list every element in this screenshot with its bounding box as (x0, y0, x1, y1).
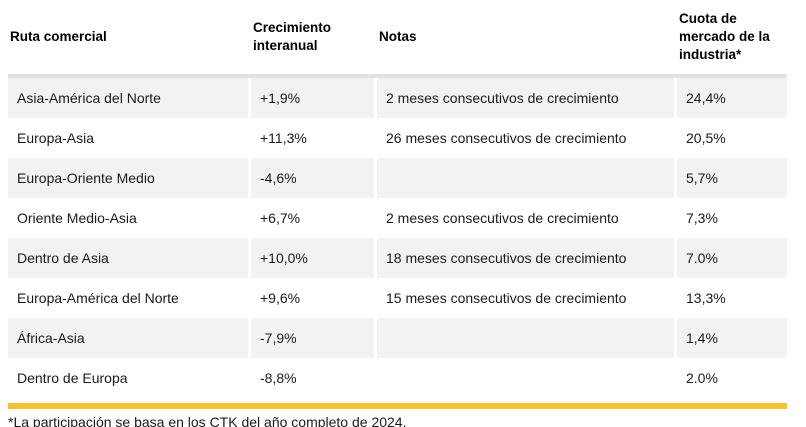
cell-notes (377, 158, 674, 198)
footnote: *La participación se basa en los CTK del… (8, 414, 407, 427)
table-row: Europa-América del Norte +9,6% 15 meses … (8, 278, 787, 318)
cell-notes: 2 meses consecutivos de crecimiento (377, 78, 674, 118)
table-row: Dentro de Europa -8,8% 2.0% (8, 358, 787, 398)
cell-notes: 2 meses consecutivos de crecimiento (386, 210, 619, 226)
cell-notes (377, 358, 674, 398)
cell-growth: +1,9% (251, 78, 374, 118)
cell-route: Dentro de Asia (8, 238, 248, 278)
header-divider (8, 74, 787, 78)
cell-route: Asia-América del Norte (8, 78, 248, 118)
cell-growth: +9,6% (260, 290, 301, 306)
trade-routes-table: Ruta comercial Crecimiento interanual No… (8, 0, 787, 398)
table-header-row: Ruta comercial Crecimiento interanual No… (8, 0, 787, 74)
table-row: Dentro de Asia +10,0% 18 meses consecuti… (8, 238, 787, 278)
cell-notes: 18 meses consecutivos de crecimiento (377, 238, 674, 278)
cell-notes (377, 318, 674, 358)
cell-route: Dentro de Europa (17, 370, 128, 386)
column-header-route: Ruta comercial (10, 29, 107, 45)
cell-growth: +11,3% (260, 130, 307, 146)
cell-route: Europa-Asia (17, 130, 95, 146)
cell-notes: 15 meses consecutivos de crecimiento (386, 290, 627, 306)
cell-share: 13,3% (686, 290, 726, 306)
accent-bar (8, 403, 787, 409)
column-header-notes: Notas (379, 29, 417, 45)
table-row: Asia-América del Norte +1,9% 2 meses con… (8, 78, 787, 118)
cell-share: 7,3% (686, 210, 718, 226)
cell-growth: -7,9% (251, 318, 374, 358)
cell-route: Oriente Medio-Asia (17, 210, 137, 226)
table-row: África-Asia -7,9% 1,4% (8, 318, 787, 358)
table-row: Europa-Asia +11,3% 26 meses consecutivos… (8, 118, 787, 158)
table-row: Europa-Oriente Medio -4,6% 5,7% (8, 158, 787, 198)
cell-notes: 26 meses consecutivos de crecimiento (386, 130, 627, 146)
column-header-growth: Crecimiento interanual (253, 20, 332, 53)
cell-route: Europa-América del Norte (17, 290, 179, 306)
cell-share: 20,5% (686, 130, 726, 146)
cell-share: 24,4% (677, 78, 787, 118)
cell-share: 7.0% (677, 238, 787, 278)
column-header-share: Cuota de mercado de la industria* (679, 11, 770, 62)
table-row: Oriente Medio-Asia +6,7% 2 meses consecu… (8, 198, 787, 238)
cell-route: Europa-Oriente Medio (8, 158, 248, 198)
cell-growth: +10,0% (251, 238, 374, 278)
cell-growth: -8,8% (260, 370, 297, 386)
cell-share: 1,4% (677, 318, 787, 358)
cell-route: África-Asia (8, 318, 248, 358)
cell-growth: +6,7% (260, 210, 301, 226)
cell-share: 5,7% (677, 158, 787, 198)
cell-share: 2.0% (686, 370, 718, 386)
cell-growth: -4,6% (251, 158, 374, 198)
